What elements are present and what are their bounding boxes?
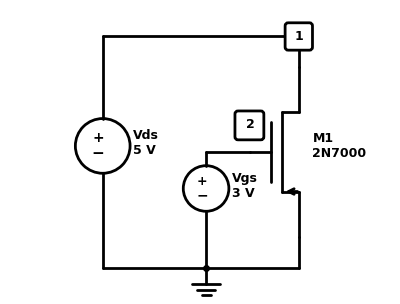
Text: 1: 1 xyxy=(294,30,303,43)
Text: M1
2N7000: M1 2N7000 xyxy=(312,132,367,160)
Text: Vgs
3 V: Vgs 3 V xyxy=(232,172,258,200)
Text: −: − xyxy=(197,188,208,202)
FancyBboxPatch shape xyxy=(285,23,312,50)
Text: −: − xyxy=(92,146,104,161)
Text: +: + xyxy=(92,131,104,145)
Text: Vds
5 V: Vds 5 V xyxy=(133,129,159,157)
Text: +: + xyxy=(197,175,208,188)
Text: 2: 2 xyxy=(246,118,254,131)
FancyBboxPatch shape xyxy=(235,111,264,140)
